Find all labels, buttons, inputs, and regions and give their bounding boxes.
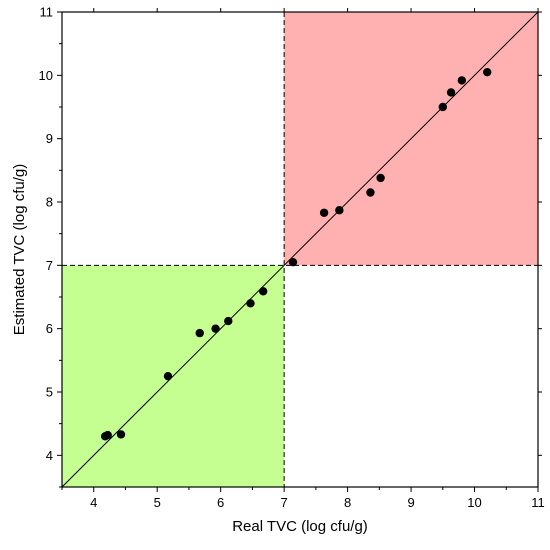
identity-line-y-equals-x [61,11,539,488]
threshold-lines [62,12,538,487]
data-point-14 [376,173,385,183]
data-point-8 [246,299,255,308]
x-tick-label-9: 9 [407,495,414,510]
x-tick-label-10: 10 [467,495,481,510]
x-axis-ticks: 4 5 6 7 8 9 10 11 [61,8,545,510]
plot-border [61,11,539,488]
y-tick-label-10: 10 [39,68,53,83]
y-tick-label-11: 11 [40,5,54,20]
y-axis-ticks: 4 5 6 7 8 9 10 11 [39,5,542,488]
data-point-5 [195,328,204,338]
data-point-15 [438,102,447,112]
y-tick-label-9: 9 [46,131,53,146]
data-point-10 [288,257,298,267]
x-tick-label-7: 7 [281,495,288,510]
data-point-2 [103,430,112,440]
x-tick-label-4: 4 [90,495,97,510]
data-point-17 [457,76,467,85]
data-point-7 [224,316,233,326]
identity-line [61,11,539,488]
x-tick-label-6: 6 [217,495,224,510]
data-point-4 [163,371,173,381]
data-point-12 [335,206,344,215]
data-point-11 [319,208,329,217]
x-tick-label-11: 11 [531,495,545,510]
x-tick-label-5: 5 [154,495,161,510]
data-point-9 [258,287,268,296]
y-tick-label-8: 8 [46,195,53,210]
y-tick-label-4: 4 [46,448,53,463]
y-tick-label-7: 7 [46,258,53,273]
y-tick-label-6: 6 [46,321,53,336]
data-point-3 [116,430,126,439]
y-tick-label-5: 5 [46,385,53,400]
data-point-6 [211,324,220,333]
plot-frame [61,11,539,488]
x-axis-label: Real TVC (log cfu/g) [232,518,368,535]
y-axis-label: Estimated TVC (log cfu/g) [11,164,28,335]
data-point-16 [446,88,456,97]
data-point-18 [483,67,492,77]
x-tick-label-8: 8 [344,495,351,510]
data-points [100,67,492,441]
data-point-13 [366,188,375,197]
